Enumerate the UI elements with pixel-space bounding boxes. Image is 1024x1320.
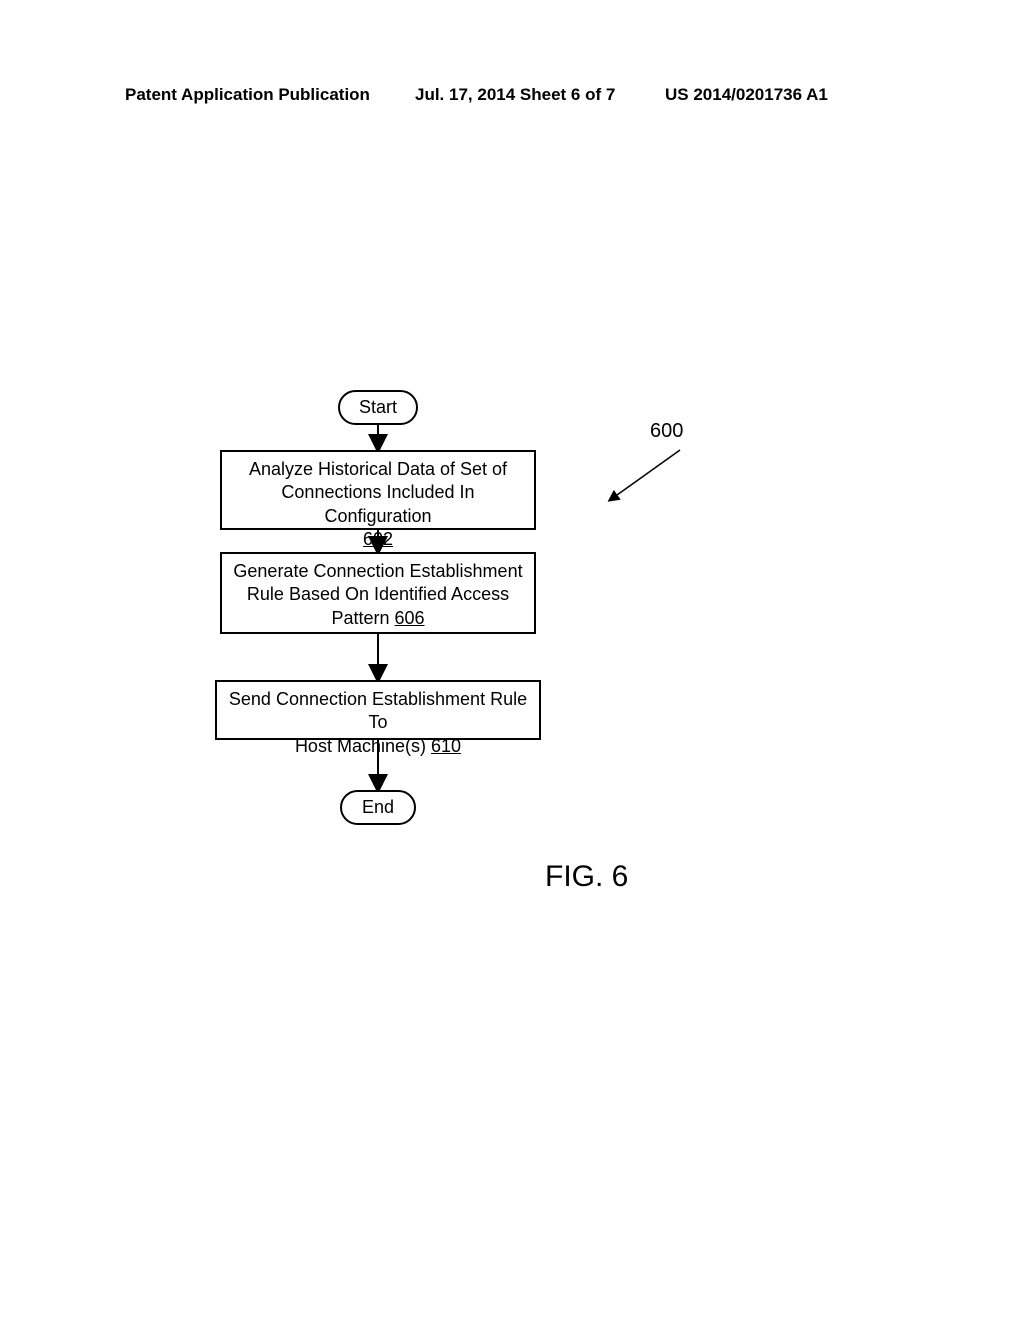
diagram-number: 600 [650,420,683,443]
process-step610: Send Connection Establishment Rule ToHos… [215,680,541,740]
process-step606: Generate Connection EstablishmentRule Ba… [220,552,536,634]
flowchart-diagram [0,0,1024,1320]
terminal-start: Start [338,390,418,425]
diagram-number-pointer [610,450,680,500]
figure-label: FIG. 6 [545,860,628,894]
process-step602: Analyze Historical Data of Set ofConnect… [220,450,536,530]
terminal-end: End [340,790,416,825]
